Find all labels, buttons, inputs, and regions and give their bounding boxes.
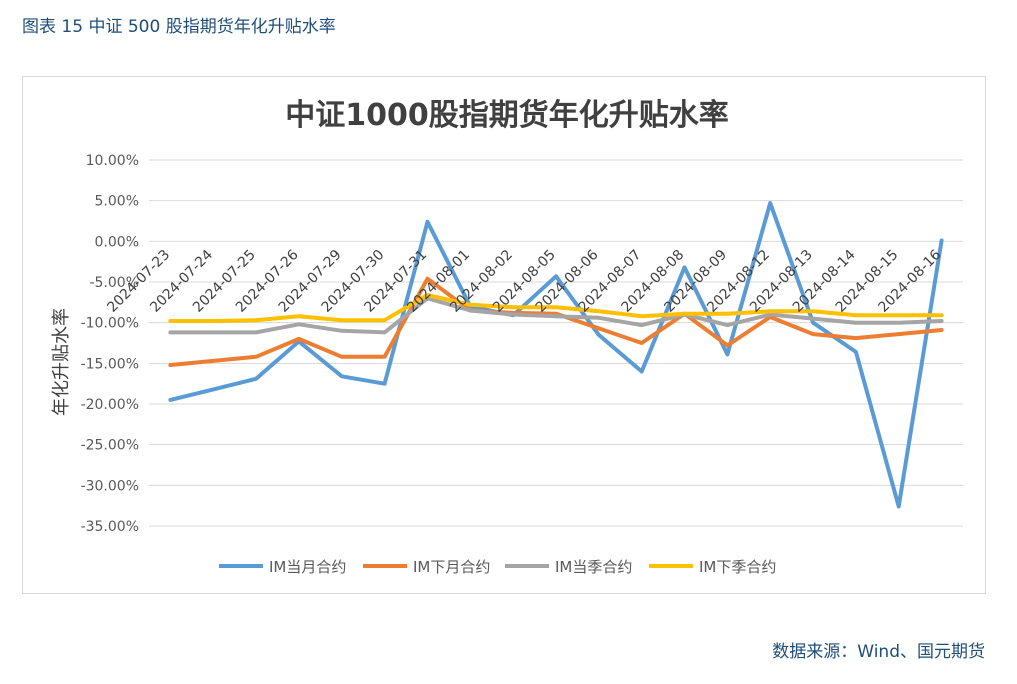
y-tick-label: -5.00%: [89, 275, 139, 291]
legend-label: IM下季合约: [699, 558, 776, 576]
y-tick-labels: 10.00% 5.00% 0.00% -5.00% -10.00% -15.00% -20.…: [81, 153, 139, 535]
legend-label: IM当月合约: [269, 558, 346, 576]
y-tick-label: 10.00%: [86, 153, 139, 169]
gridlines: [149, 159, 963, 527]
chart-title: 中证1000股指期货年化升贴水率: [285, 98, 729, 133]
series-line: [168, 293, 944, 323]
y-axis-label: 年化升贴水率: [51, 308, 72, 416]
y-tick-label: 0.00%: [95, 234, 139, 250]
series-lines: [168, 201, 944, 509]
chart-frame: 中证1000股指期货年化升贴水率 年化升贴水率 10.00% 5.00% 0.00%…: [22, 76, 986, 594]
y-tick-label: -30.00%: [81, 478, 139, 494]
y-tick-label: -10.00%: [81, 316, 139, 332]
y-tick-label: -35.00%: [81, 519, 139, 535]
source-note: 数据来源：Wind、国元期货: [772, 642, 985, 662]
line-chart: 中证1000股指期货年化升贴水率 年化升贴水率 10.00% 5.00% 0.00%…: [51, 98, 963, 576]
y-tick-label: -20.00%: [81, 397, 139, 413]
legend-label: IM下月合约: [413, 558, 490, 576]
series-line: [168, 296, 944, 335]
y-tick-label: 5.00%: [95, 194, 139, 210]
y-tick-label: -15.00%: [81, 356, 139, 372]
series-line: [168, 276, 944, 367]
y-tick-label: -25.00%: [81, 438, 139, 454]
series-line: [168, 201, 944, 509]
legend: IM当月合约 IM下月合约 IM当季合约 IM下季合约: [219, 558, 776, 576]
legend-label: IM当季合约: [555, 558, 632, 576]
figure-caption: 图表 15 中证 500 股指期货年化升贴水率: [22, 17, 336, 37]
